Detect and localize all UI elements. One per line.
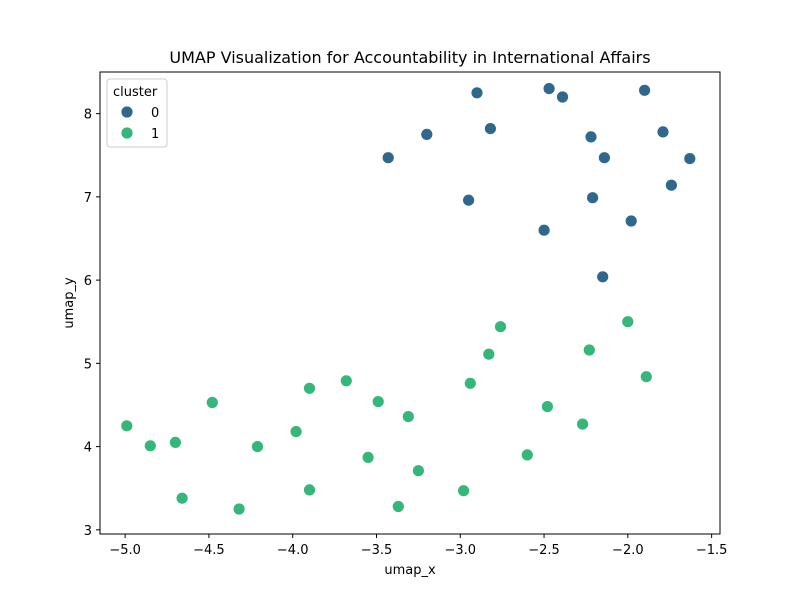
data-point-cluster-1 <box>494 320 507 334</box>
legend-marker <box>120 105 134 119</box>
data-point-cluster-0 <box>683 152 697 166</box>
y-tick-label: 6 <box>84 274 92 289</box>
y-tick-label: 4 <box>84 441 92 456</box>
x-tick-label: −4.0 <box>277 543 309 558</box>
x-tick-label: −3.0 <box>444 543 476 558</box>
data-point-cluster-1 <box>143 439 157 453</box>
x-axis-label: umap_x <box>384 563 436 578</box>
data-point-cluster-1 <box>251 440 264 454</box>
data-point-cluster-0 <box>542 82 556 95</box>
data-point-cluster-1 <box>232 502 246 516</box>
data-point-cluster-0 <box>483 122 497 136</box>
data-point-cluster-1 <box>120 419 134 433</box>
x-tick-label: −4.5 <box>193 543 225 558</box>
legend: cluster 01 <box>106 78 168 148</box>
data-point-cluster-0 <box>656 125 670 139</box>
data-point-cluster-0 <box>665 178 678 192</box>
data-point-cluster-0 <box>462 193 476 207</box>
y-tick-label: 5 <box>84 357 92 372</box>
legend-label: 1 <box>151 127 159 142</box>
data-point-cluster-1 <box>582 343 596 357</box>
x-tick-label: −3.5 <box>361 543 393 558</box>
y-axis-label: umap_y <box>62 277 77 329</box>
data-point-cluster-0 <box>584 130 598 144</box>
data-point-cluster-1 <box>391 500 405 513</box>
data-point-cluster-0 <box>537 223 551 237</box>
legend-marker <box>120 126 134 140</box>
data-point-cluster-1 <box>371 395 385 409</box>
data-point-cluster-0 <box>586 191 599 205</box>
legend-items: 01 <box>120 105 159 142</box>
data-point-cluster-0 <box>470 86 484 100</box>
data-point-cluster-1 <box>303 483 316 497</box>
data-point-cluster-1 <box>576 417 589 431</box>
data-point-cluster-1 <box>175 491 189 505</box>
legend-title: cluster <box>113 85 158 100</box>
legend-label: 0 <box>151 106 159 121</box>
data-point-cluster-0 <box>624 214 638 228</box>
y-axis: 3 4 5 6 7 8 <box>84 108 100 539</box>
data-point-cluster-1 <box>168 435 182 449</box>
x-tick-label: −5.0 <box>109 543 141 558</box>
x-tick-label: −2.5 <box>528 543 560 558</box>
x-tick-label: −1.5 <box>696 543 728 558</box>
data-point-cluster-0 <box>638 83 651 97</box>
data-point-cluster-1 <box>639 370 653 384</box>
data-point-cluster-1 <box>289 425 303 439</box>
x-tick-label: −2.0 <box>612 543 644 558</box>
data-point-cluster-1 <box>520 448 534 462</box>
data-point-cluster-1 <box>303 381 316 395</box>
data-point-cluster-0 <box>596 270 610 284</box>
data-point-cluster-0 <box>598 151 611 165</box>
data-point-cluster-1 <box>541 400 554 414</box>
data-point-cluster-1 <box>411 464 425 478</box>
y-tick-label: 8 <box>84 108 92 123</box>
data-point-cluster-1 <box>401 410 415 424</box>
data-point-cluster-1 <box>463 376 477 390</box>
x-axis: −5.0 −4.5 −4.0 −3.5 −3.0 −2.5 −2.0 −1.5 <box>109 534 727 558</box>
data-point-cluster-0 <box>420 127 434 141</box>
chart-title: UMAP Visualization for Accountability in… <box>169 48 650 67</box>
data-point-cluster-0 <box>381 151 395 165</box>
data-point-cluster-0 <box>556 90 569 104</box>
data-point-cluster-1 <box>482 347 496 361</box>
points-layer <box>120 82 697 516</box>
data-point-cluster-1 <box>339 374 353 388</box>
y-tick-label: 3 <box>84 524 92 539</box>
data-point-cluster-1 <box>361 450 375 464</box>
plot-frame <box>99 71 721 535</box>
data-point-cluster-1 <box>621 315 635 329</box>
data-point-cluster-1 <box>205 396 219 409</box>
y-tick-label: 7 <box>84 191 92 206</box>
data-point-cluster-1 <box>457 484 471 498</box>
